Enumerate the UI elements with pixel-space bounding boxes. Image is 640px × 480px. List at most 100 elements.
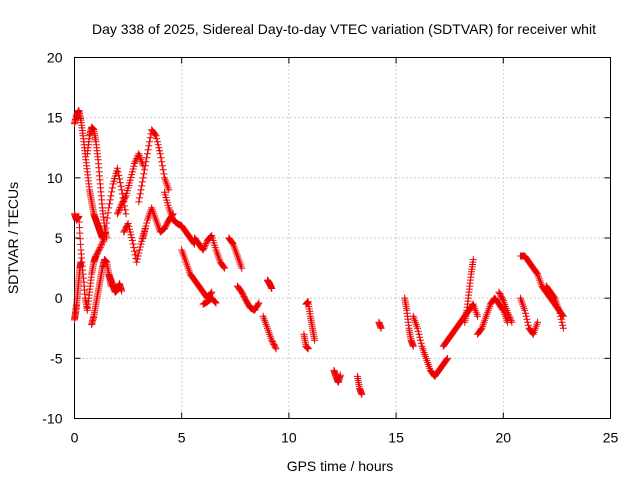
data-point bbox=[254, 300, 262, 308]
data-point bbox=[414, 327, 422, 335]
data-point bbox=[508, 318, 516, 326]
data-point bbox=[271, 343, 279, 351]
data-point bbox=[158, 162, 166, 170]
data-point bbox=[139, 234, 147, 242]
data-point bbox=[142, 158, 150, 166]
data-point bbox=[221, 264, 229, 272]
data-point bbox=[144, 146, 152, 154]
data-point bbox=[415, 330, 423, 338]
data-point bbox=[131, 251, 139, 259]
data-point bbox=[506, 313, 514, 321]
data-point bbox=[155, 144, 163, 152]
data-point bbox=[416, 333, 424, 341]
data-point bbox=[108, 188, 116, 196]
data-point bbox=[143, 150, 151, 158]
data-point bbox=[136, 246, 144, 254]
grid-lines bbox=[74, 57, 611, 419]
data-point bbox=[555, 306, 563, 314]
data-point bbox=[101, 229, 109, 237]
data-point bbox=[141, 162, 149, 170]
data-point bbox=[474, 312, 482, 320]
data-point bbox=[143, 219, 151, 227]
data-point bbox=[136, 243, 144, 251]
data-point bbox=[117, 182, 125, 190]
data-point bbox=[157, 154, 165, 162]
data-point bbox=[220, 263, 228, 271]
x-axis-label: GPS time / hours bbox=[287, 458, 394, 474]
data-point bbox=[131, 247, 139, 255]
data-point bbox=[417, 339, 425, 347]
data-point bbox=[117, 202, 125, 210]
data-point bbox=[108, 184, 116, 192]
data-point bbox=[524, 321, 532, 329]
data-point bbox=[534, 318, 542, 326]
x-tick-label: 20 bbox=[496, 430, 512, 446]
data-point bbox=[134, 252, 142, 260]
data-point bbox=[138, 182, 146, 190]
data-point bbox=[131, 159, 139, 167]
data-point bbox=[523, 315, 531, 323]
data-point bbox=[106, 196, 114, 204]
data-point bbox=[121, 193, 129, 201]
data-point bbox=[499, 295, 507, 303]
data-point bbox=[136, 190, 144, 198]
data-point bbox=[268, 285, 276, 293]
data-point bbox=[165, 186, 173, 194]
data-point bbox=[153, 135, 161, 143]
data-point bbox=[238, 264, 246, 272]
data-point bbox=[199, 246, 207, 254]
data-point bbox=[115, 171, 123, 179]
data-point bbox=[128, 236, 136, 244]
data-point bbox=[141, 228, 149, 236]
data-point bbox=[208, 288, 216, 296]
data-point bbox=[141, 225, 149, 233]
y-tick-label: 10 bbox=[47, 170, 63, 186]
data-point bbox=[146, 134, 154, 142]
data-points bbox=[71, 106, 567, 398]
x-tick-label: 25 bbox=[603, 430, 619, 446]
data-point bbox=[255, 299, 263, 307]
data-point bbox=[115, 207, 123, 215]
data-point bbox=[522, 312, 530, 320]
data-point bbox=[550, 293, 558, 301]
data-point bbox=[145, 142, 153, 150]
data-point bbox=[414, 324, 422, 332]
data-point bbox=[141, 166, 149, 174]
x-tick-label: 15 bbox=[388, 430, 404, 446]
y-tick-label: -10 bbox=[42, 411, 62, 427]
data-point bbox=[113, 210, 121, 218]
data-point bbox=[272, 345, 280, 353]
data-point bbox=[136, 194, 144, 202]
data-point bbox=[100, 236, 108, 244]
y-tick-label: -5 bbox=[50, 350, 63, 366]
data-point bbox=[116, 204, 124, 212]
data-point bbox=[409, 342, 417, 350]
data-point bbox=[96, 245, 104, 253]
data-point bbox=[200, 244, 208, 252]
data-point bbox=[311, 336, 319, 344]
data-point bbox=[121, 206, 129, 214]
data-point bbox=[477, 325, 485, 333]
data-point bbox=[533, 269, 541, 277]
data-point bbox=[524, 318, 532, 326]
data-point bbox=[521, 309, 529, 317]
data-point bbox=[138, 178, 146, 186]
data-point bbox=[105, 204, 113, 212]
data-point bbox=[98, 240, 106, 248]
data-point bbox=[201, 243, 209, 251]
data-point bbox=[469, 256, 477, 264]
data-point bbox=[443, 355, 451, 363]
data-point bbox=[99, 237, 107, 245]
data-point bbox=[106, 200, 114, 208]
y-tick-label: 20 bbox=[47, 50, 63, 66]
data-point bbox=[133, 255, 141, 263]
data-point bbox=[506, 315, 514, 323]
data-point bbox=[228, 239, 236, 247]
data-point bbox=[559, 321, 567, 329]
data-point bbox=[154, 141, 162, 149]
data-point bbox=[304, 345, 312, 353]
data-point bbox=[211, 297, 219, 305]
data-point bbox=[101, 234, 109, 242]
data-point bbox=[504, 310, 512, 318]
